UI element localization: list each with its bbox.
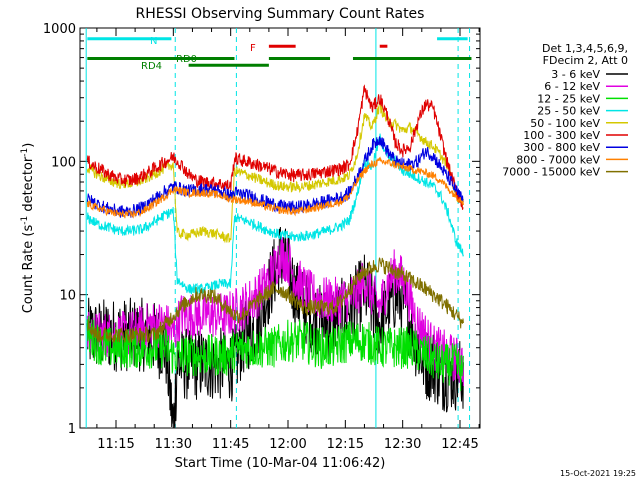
series-line-5 xyxy=(86,84,464,210)
annotation-label-RD4: RD4 xyxy=(141,61,162,72)
y-tick-label: 100 xyxy=(51,155,76,170)
legend-label: 3 - 6 keV xyxy=(551,68,600,81)
y-tick-label: 1000 xyxy=(43,22,76,37)
ylabel-end: ) xyxy=(21,143,36,148)
legend-label: 7000 - 15000 keV xyxy=(502,166,600,179)
series-line-4 xyxy=(86,99,464,244)
x-tick-label: 12:00 xyxy=(269,437,306,452)
legend-label: 12 - 25 keV xyxy=(537,92,600,105)
series-line-0 xyxy=(86,226,464,428)
y-tick-label: 1 xyxy=(68,422,76,437)
chart-title: RHESSI Observing Summary Count Rates xyxy=(136,6,425,22)
footer-timestamp: 15-Oct-2021 19:25 xyxy=(560,469,636,478)
plot-layer: 1 10 100 1000 11:15 11:30 11:45 12:00 12:15 12:30… xyxy=(43,22,480,452)
x-tick-label: 11:15 xyxy=(97,437,134,452)
legend-label: 100 - 300 keV xyxy=(523,129,600,142)
svg-text:Count Rate (s-1 detector-1): Count Rate (s-1 detector-1) xyxy=(20,143,36,314)
series-line-1 xyxy=(86,236,464,387)
legend: Det 1,3,4,5,6,9,FDecim 2, Att 03 - 6 keV… xyxy=(502,42,628,179)
annotation-label-RD0: RD0 xyxy=(176,54,197,65)
y-axis-label: Count Rate (s-1 detector-1) xyxy=(20,143,36,314)
x-tick-label: 12:45 xyxy=(441,437,478,452)
legend-label: 6 - 12 keV xyxy=(544,80,600,93)
series-line-7 xyxy=(86,156,464,219)
ylabel-sup2: -1 xyxy=(20,148,30,157)
y-tick-label: 10 xyxy=(59,289,76,304)
legend-label: 800 - 7000 keV xyxy=(516,153,600,166)
ylabel-tail: detector xyxy=(21,156,36,216)
x-tick-label: 12:15 xyxy=(327,437,364,452)
series-line-2 xyxy=(86,315,464,391)
x-axis-label: Start Time (10-Mar-04 11:06:42) xyxy=(175,456,386,471)
x-tick-label: 11:45 xyxy=(212,437,249,452)
x-tick-label: 11:30 xyxy=(155,437,192,452)
ylabel-main: Count Rate (s xyxy=(21,225,36,314)
ylabel-sup: -1 xyxy=(20,216,30,225)
series-line-8 xyxy=(87,257,464,343)
legend-label: 50 - 100 keV xyxy=(530,117,600,130)
legend-header: Det 1,3,4,5,6,9, xyxy=(542,42,628,55)
legend-header: FDecim 2, Att 0 xyxy=(543,54,628,67)
legend-label: 300 - 800 keV xyxy=(523,141,600,154)
x-tick-label: 12:30 xyxy=(384,437,421,452)
annotation-label-N: N xyxy=(150,36,157,47)
legend-label: 25 - 50 keV xyxy=(537,105,600,118)
plot-frame xyxy=(79,27,481,429)
annotation-label-F: F xyxy=(250,43,256,54)
